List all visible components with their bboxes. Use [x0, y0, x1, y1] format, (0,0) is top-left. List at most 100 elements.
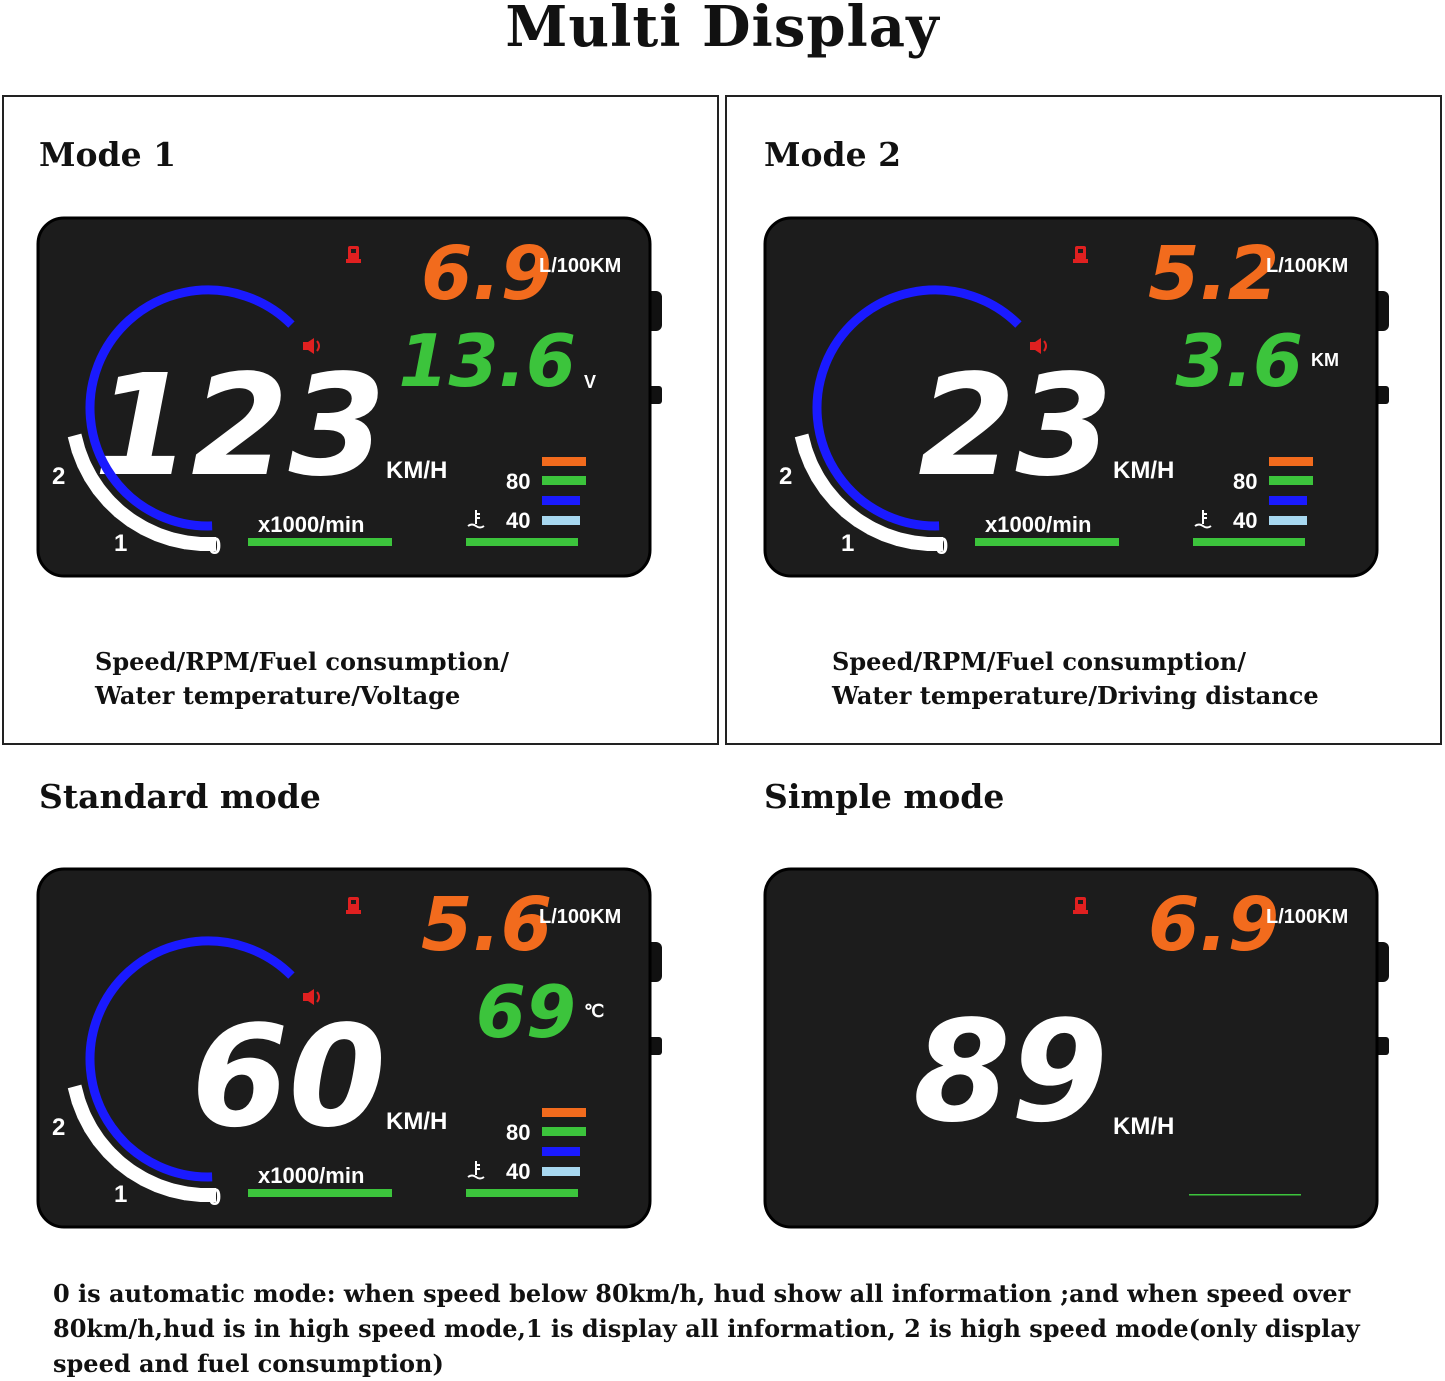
fuel-pump-icon	[1073, 246, 1088, 263]
fuel-consumption-value: 6.9	[421, 231, 552, 317]
standard-mode-label: Standard mode	[39, 777, 321, 816]
rpm-segment	[140, 521, 161, 541]
rpm-tick-2: 2	[52, 1114, 65, 1141]
speed-unit: KM/H	[1113, 457, 1174, 484]
coolant-temperature-icon	[1194, 510, 1212, 529]
temp-bar-green	[542, 1127, 586, 1136]
temp-bar-light	[542, 1167, 580, 1176]
fuel-consumption-unit: L/100KM	[539, 255, 621, 277]
mode-1-caption: Speed/RPM/Fuel consumption/ Water temper…	[95, 645, 509, 713]
rpm-tick-0: 0	[208, 533, 221, 560]
rpm-tick-1: 1	[841, 530, 854, 557]
fuel-consumption-value: 5.2	[1148, 231, 1279, 317]
fuel-consumption-value: 5.6	[421, 882, 552, 968]
fuel-pump-icon	[346, 246, 361, 263]
secondary-value: 3.6	[1175, 319, 1303, 403]
rpm-segment	[798, 447, 818, 468]
rpm-segment	[881, 527, 902, 546]
rpm-segment	[200, 537, 216, 551]
speed-value: 60	[191, 996, 386, 1159]
speed-value: 123	[94, 345, 386, 508]
speed-value: 23	[918, 345, 1113, 508]
hud-screen	[36, 216, 652, 578]
speaker-warning-icon	[303, 989, 320, 1005]
fuel-pump-icon	[1073, 897, 1088, 914]
temp-tick-40: 40	[506, 508, 530, 533]
temp-bar-light	[1269, 516, 1307, 525]
hud-display-simple: 6.9 L/100KM 89 KM/H	[763, 867, 1393, 1229]
rpm-unit-label: x1000/min	[985, 512, 1091, 537]
rpm-tick-1: 1	[114, 1181, 127, 1208]
caption-line: Water temperature/Voltage	[95, 681, 461, 710]
mode-1-panel	[2, 95, 719, 745]
temp-bar	[1193, 538, 1305, 546]
rpm-tick-0: 0	[935, 533, 948, 560]
temp-bar-orange	[542, 1108, 586, 1117]
coolant-temperature-icon	[467, 510, 485, 529]
temp-bar-green	[542, 476, 586, 485]
mode-2-panel	[725, 95, 1442, 745]
page-title: Multi Display	[505, 0, 940, 60]
mode-1-label: Mode 1	[39, 135, 177, 174]
rpm-segment	[140, 1172, 161, 1192]
speed-value: 89	[913, 991, 1108, 1154]
rpm-segment	[200, 1188, 216, 1202]
speaker-warning-icon	[1030, 338, 1047, 354]
hud-screen	[763, 216, 1379, 578]
mode-description-note: 0 is automatic mode: when speed below 80…	[53, 1279, 1360, 1378]
rpm-unit-label: x1000/min	[258, 1163, 364, 1188]
secondary-value: 13.6	[398, 319, 576, 403]
rpm-bar	[975, 538, 1119, 546]
temp-bar	[466, 1189, 578, 1197]
coolant-temperature-icon	[467, 1161, 485, 1180]
speed-unit: KM/H	[1113, 1113, 1174, 1140]
rpm-unit-label: x1000/min	[258, 512, 364, 537]
hud-display-standard: 5.6 L/100KM 60 KM/H 2 1 0 69 ℃ x1000/min …	[36, 867, 666, 1229]
rpm-segment	[896, 532, 915, 550]
caption-line: Speed/RPM/Fuel consumption/	[95, 647, 509, 676]
temp-tick-80: 80	[1233, 469, 1257, 494]
rpm-segment	[911, 535, 929, 552]
hud-display-mode-1: 6.9 L/100KM 123 KM/H 2 1 0 13.6 V x1000/m…	[36, 216, 666, 578]
speed-arc	[85, 936, 295, 1182]
temp-bar	[466, 538, 578, 546]
rpm-tick-0: 0	[208, 1184, 221, 1211]
rpm-segment	[927, 537, 943, 551]
speed-arc	[812, 285, 1022, 531]
secondary-value: 69	[476, 970, 576, 1054]
fuel-pump-icon	[346, 897, 361, 914]
temp-bar-blue	[1269, 496, 1307, 505]
rpm-segment	[184, 535, 202, 552]
temp-tick-80: 80	[506, 469, 530, 494]
mode-2-caption: Speed/RPM/Fuel consumption/ Water temper…	[832, 645, 1319, 713]
rpm-tick-1: 1	[114, 530, 127, 557]
rpm-segment	[169, 1183, 188, 1201]
speaker-warning-icon	[303, 338, 320, 354]
rpm-segment	[169, 532, 188, 550]
rpm-segment	[71, 447, 91, 468]
fuel-consumption-value: 6.9	[1148, 882, 1279, 968]
secondary-unit: ℃	[584, 1001, 604, 1021]
fuel-consumption-unit: L/100KM	[1266, 255, 1348, 277]
mode-2-label: Mode 2	[764, 135, 902, 174]
temp-bar-orange	[1269, 457, 1313, 466]
hud-screen	[36, 867, 652, 1229]
caption-line: Speed/RPM/Fuel consumption/	[832, 647, 1246, 676]
hud-display-mode-2: 5.2 L/100KM 23 KM/H 2 1 0 3.6 KM x1000/mi…	[763, 216, 1393, 578]
temp-bar-blue	[542, 496, 580, 505]
temp-bar-light	[542, 516, 580, 525]
rpm-segment	[867, 521, 888, 541]
temp-tick-40: 40	[506, 1159, 530, 1184]
rpm-segment	[154, 527, 175, 546]
fuel-consumption-unit: L/100KM	[1266, 906, 1348, 928]
rpm-segment	[794, 433, 813, 453]
rpm-segment	[67, 1084, 86, 1104]
hud-screen	[763, 867, 1379, 1229]
secondary-unit: V	[584, 372, 596, 392]
temp-bar-orange	[542, 457, 586, 466]
temp-tick-40: 40	[1233, 508, 1257, 533]
rpm-segment	[71, 1098, 91, 1119]
temp-bar-green	[1269, 476, 1313, 485]
rpm-tick-2: 2	[52, 463, 65, 490]
rpm-segment	[154, 1178, 175, 1197]
